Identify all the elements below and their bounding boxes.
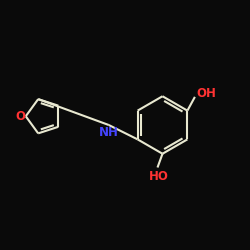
Text: NH: NH bbox=[99, 126, 119, 139]
Text: OH: OH bbox=[196, 88, 216, 100]
Text: HO: HO bbox=[149, 170, 169, 183]
Text: O: O bbox=[15, 110, 25, 123]
